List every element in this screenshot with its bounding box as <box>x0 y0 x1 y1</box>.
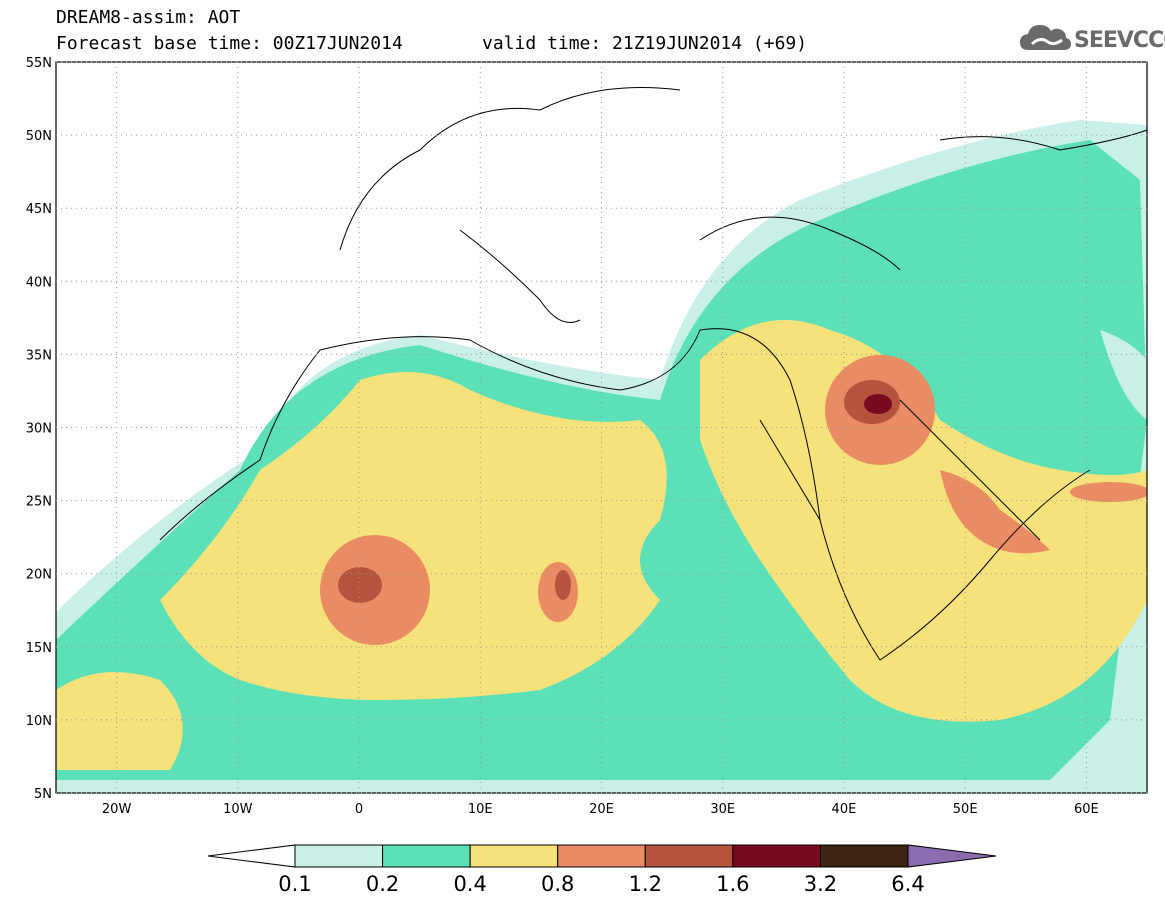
aot-contour-1.6-iraq <box>864 394 892 414</box>
valid-time: valid time: 21Z19JUN2014 (+69) <box>482 33 808 54</box>
lat-label: 25N <box>26 495 52 510</box>
aot-contour-0.8-east <box>1070 482 1147 502</box>
lon-label: 40E <box>832 802 857 817</box>
colorbar-segment <box>294 844 384 868</box>
aot-contour-1.2-sahel <box>338 567 382 603</box>
aot-field <box>56 62 1147 793</box>
colorbar-label: 1.6 <box>716 872 749 896</box>
lon-label: 0 <box>355 802 363 817</box>
colorbar-segment <box>557 844 646 868</box>
coastlines <box>159 87 1148 661</box>
lon-label: 20E <box>589 802 614 817</box>
lat-label: 5N <box>34 787 52 802</box>
lat-label: 50N <box>26 129 52 144</box>
lon-label: 20W <box>102 802 132 817</box>
lat-label: 55N <box>26 56 52 71</box>
seevccc-logo: SEEVCCC <box>1018 20 1165 58</box>
colorbar-label: 3.2 <box>804 872 837 896</box>
lon-label: 50E <box>953 802 978 817</box>
grid <box>56 61 1147 794</box>
colorbar-label: 0.4 <box>453 872 486 896</box>
aot-contour-0.8-gulf <box>940 470 1050 554</box>
lon-label: 10W <box>223 802 253 817</box>
colorbar-segment <box>469 844 559 868</box>
aot-contour-0.1-north <box>1100 330 1147 420</box>
colorbar-segment <box>819 844 909 868</box>
lon-label: 30E <box>710 802 735 817</box>
lat-label: 40N <box>26 275 52 290</box>
cloud-icon <box>1020 25 1071 50</box>
forecast-base-time: Forecast base time: 00Z17JUN2014 <box>56 33 403 54</box>
colorbar-lower-arrow <box>207 844 296 868</box>
lat-label: 10N <box>26 714 52 729</box>
aot-contour-0.4-sahara <box>160 372 667 700</box>
lat-label: 35N <box>26 348 52 363</box>
lon-label: 10E <box>468 802 493 817</box>
lat-label: 45N <box>26 202 52 217</box>
lat-labels: 55N 50N 45N 40N 35N 30N 25N 20N 15N 10N 5N <box>26 56 52 802</box>
lon-label: 60E <box>1074 802 1099 817</box>
colorbar-label: 6.4 <box>891 872 924 896</box>
aot-contour-0.4-west <box>56 672 183 770</box>
logo-text: SEEVCCC <box>1074 28 1165 53</box>
colorbar-label: 1.2 <box>629 872 662 896</box>
lat-label: 15N <box>26 641 52 656</box>
colorbar-label: 0.2 <box>366 872 399 896</box>
colorbar-upper-arrow <box>907 844 997 868</box>
colorbar: 0.1 0.2 0.4 0.8 1.2 1.6 3.2 6.4 <box>207 844 997 896</box>
aot-contour-0.4-arabia <box>700 320 1147 722</box>
aot-contour-1.2-chad <box>555 570 571 600</box>
colorbar-segment <box>382 844 471 868</box>
colorbar-label: 0.8 <box>541 872 574 896</box>
lat-label: 20N <box>26 568 52 583</box>
lon-labels: 20W 10W 0 10E 20E 30E 40E 50E 60E <box>102 802 1099 817</box>
colorbar-label: 0.1 <box>278 872 311 896</box>
colorbar-segment <box>644 844 734 868</box>
lat-label: 30N <box>26 422 52 437</box>
chart-title: DREAM8-assim: AOT <box>56 7 241 28</box>
colorbar-segment <box>732 844 821 868</box>
